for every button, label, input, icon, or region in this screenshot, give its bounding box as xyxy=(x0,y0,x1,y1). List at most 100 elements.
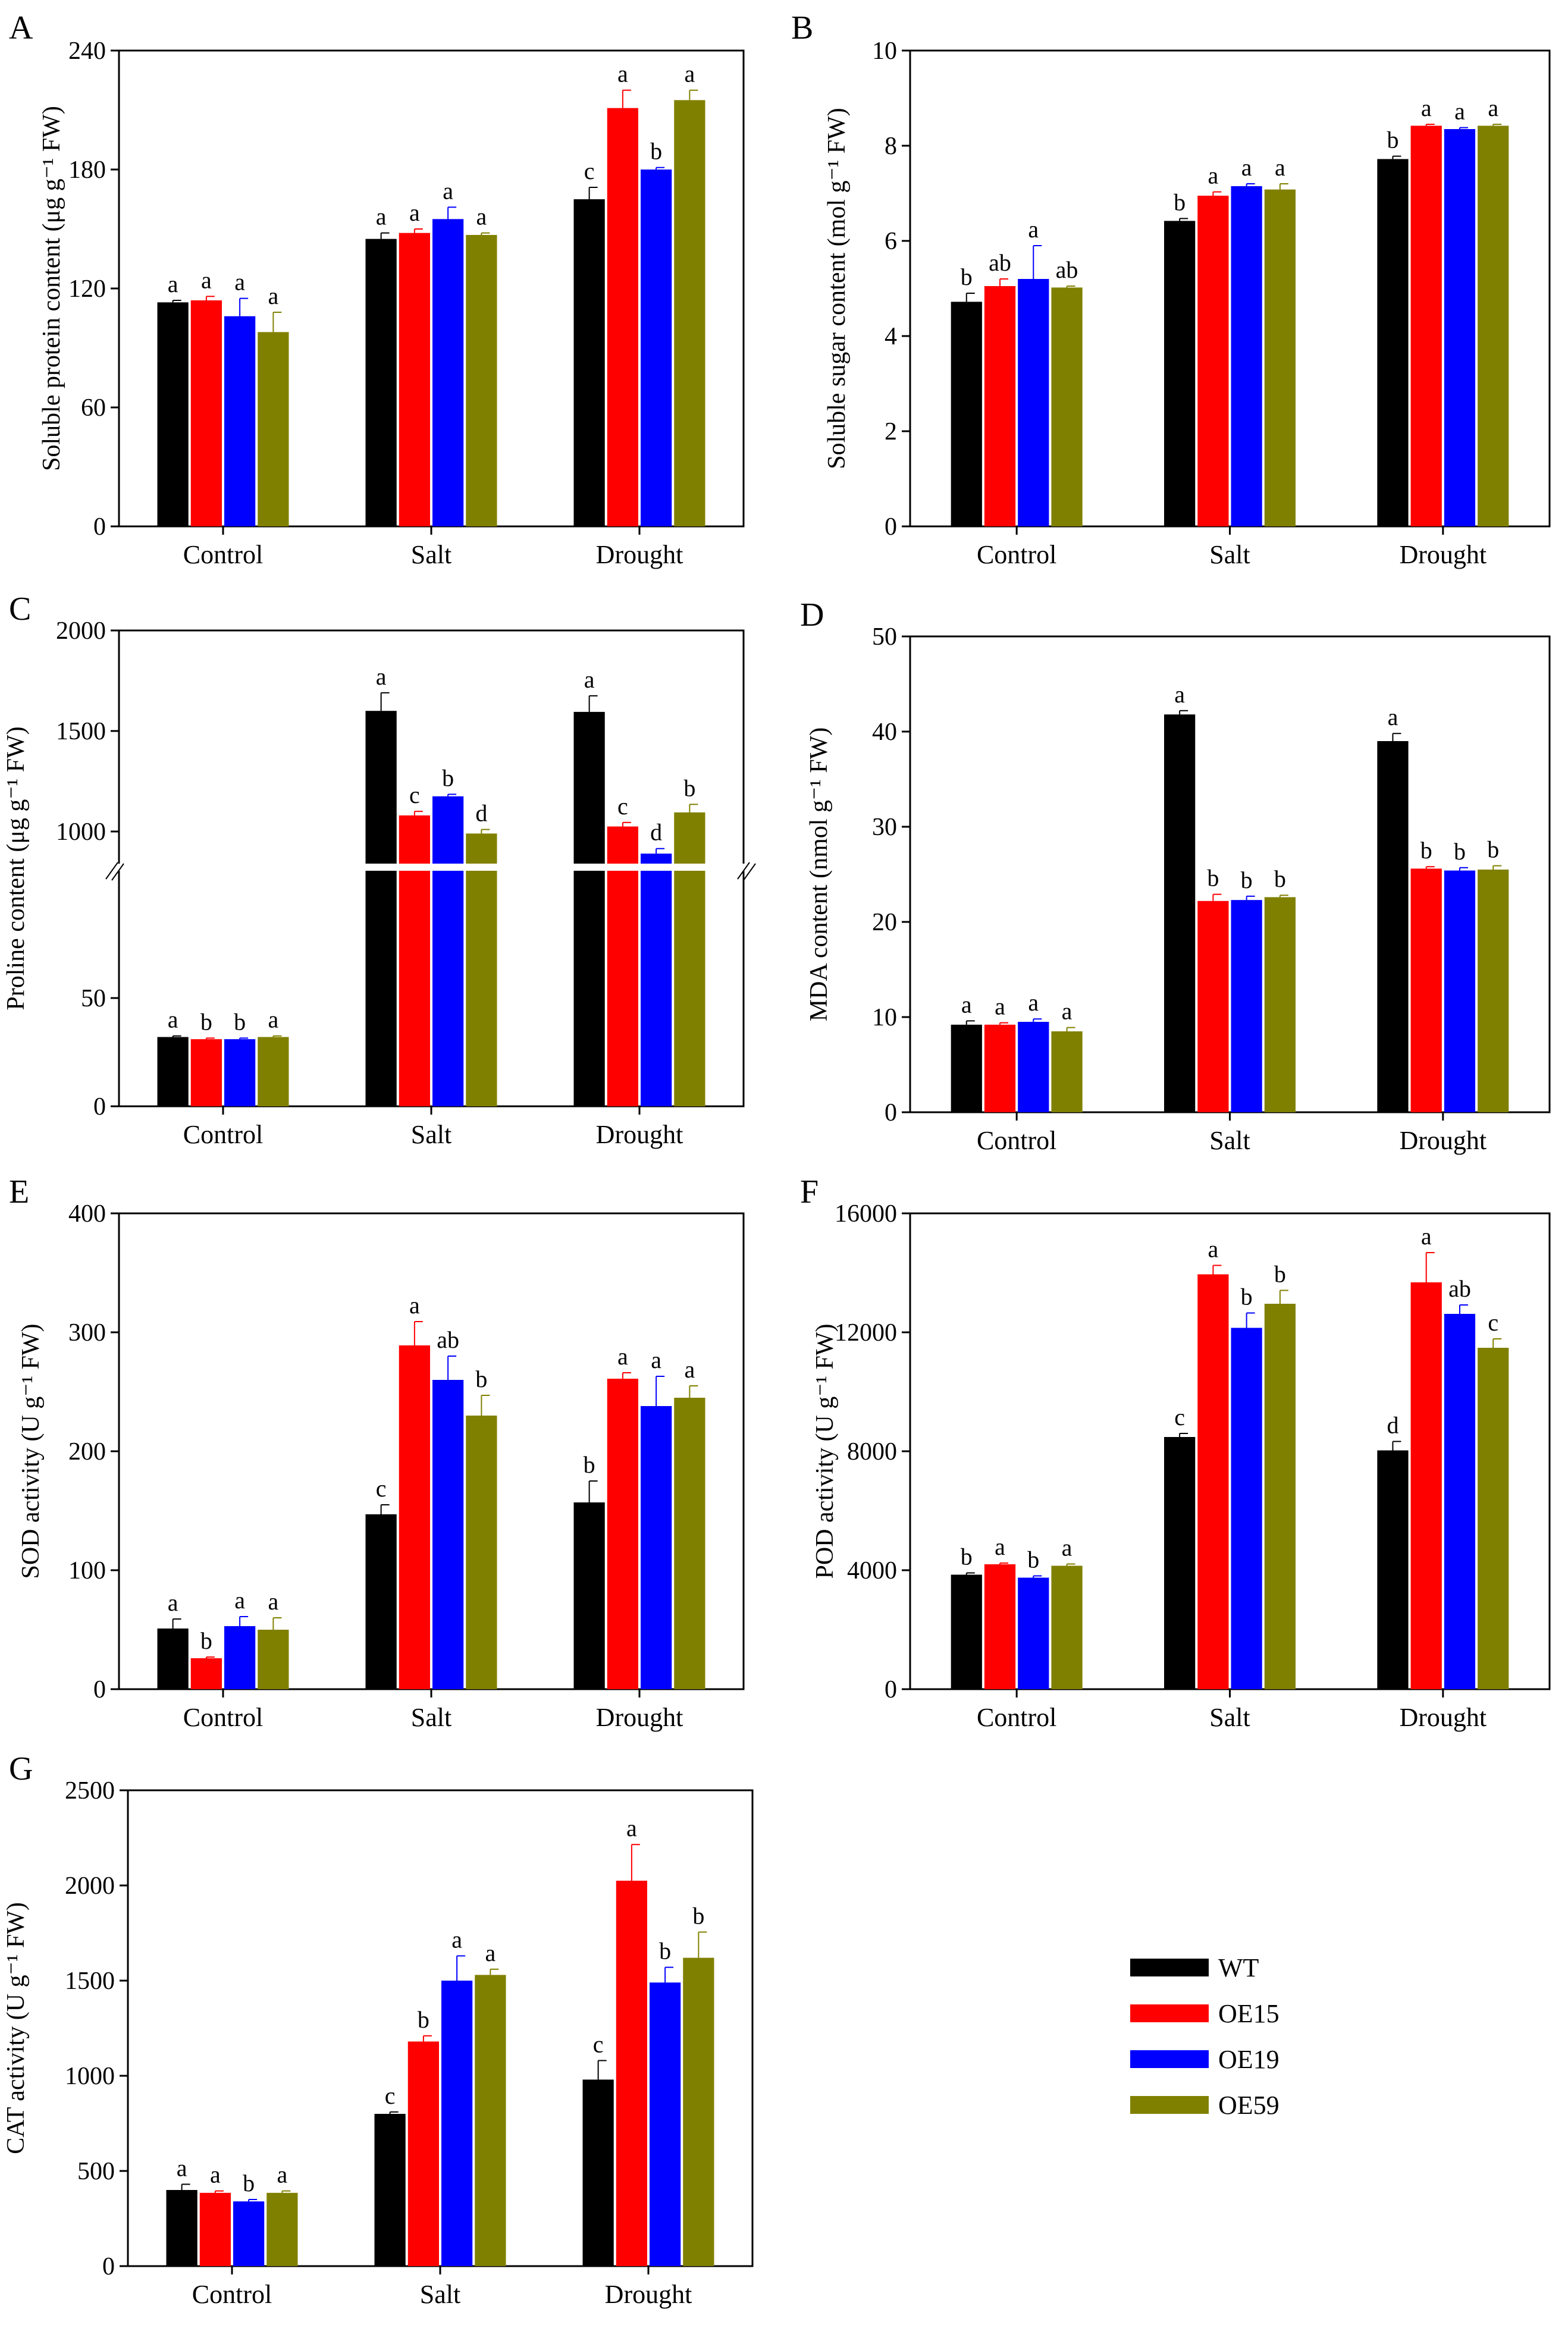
legend-label: OE15 xyxy=(1218,1999,1280,2028)
category-label: Control xyxy=(183,540,263,569)
category-label: Control xyxy=(183,1120,263,1149)
significance-label: a xyxy=(1421,1223,1432,1250)
significance-label: b xyxy=(234,1008,246,1035)
panel-b: B 0 2 4 6 8 10 Soluble sugar content (mol g⁻¹ F… xyxy=(791,10,1551,569)
significance-label: a xyxy=(168,271,178,297)
bar xyxy=(1018,279,1049,526)
bar xyxy=(399,815,430,1106)
significance-label: a xyxy=(210,2161,221,2188)
bar xyxy=(951,1024,982,1112)
y-tick-label: 300 xyxy=(68,1319,106,1347)
legend-label: WT xyxy=(1218,1953,1259,1982)
category-label: Salt xyxy=(411,1703,451,1732)
bar xyxy=(399,1345,430,1689)
significance-label: d xyxy=(650,819,662,846)
significance-label: a xyxy=(376,203,387,230)
bar xyxy=(258,332,289,526)
bar xyxy=(1410,868,1442,1112)
y-tick-label: 0 xyxy=(885,1676,897,1703)
bar xyxy=(951,1574,982,1689)
bar xyxy=(607,1379,638,1689)
significance-label: a xyxy=(168,1589,178,1616)
bar xyxy=(1478,125,1509,526)
significance-label: d xyxy=(475,800,487,827)
significance-label: c xyxy=(376,1475,387,1502)
significance-label: c xyxy=(593,2031,604,2057)
significance-label: b xyxy=(1174,189,1186,215)
significance-label: c xyxy=(584,158,595,184)
bar xyxy=(1231,1328,1262,1689)
bar xyxy=(432,219,464,526)
significance-label: a xyxy=(1062,998,1072,1025)
significance-label: a xyxy=(684,1356,695,1383)
significance-label: a xyxy=(1241,154,1252,181)
y-tick-label: 0 xyxy=(885,1099,897,1127)
bar xyxy=(190,1039,222,1106)
bar xyxy=(674,1398,705,1689)
significance-label: a xyxy=(617,61,628,87)
bar xyxy=(365,1514,397,1689)
bar xyxy=(1018,1577,1049,1689)
axis-break-mark xyxy=(105,862,118,880)
panel-letter: B xyxy=(791,10,813,46)
y-tick-label: 2500 xyxy=(65,1777,115,1805)
significance-label: b xyxy=(200,1008,212,1035)
bar xyxy=(1197,1274,1229,1689)
significance-label: a xyxy=(476,203,487,230)
significance-label: ab xyxy=(437,1326,459,1353)
category-label: Drought xyxy=(596,540,683,569)
significance-label: a xyxy=(1454,98,1465,125)
significance-label: b xyxy=(683,774,695,801)
bar xyxy=(258,1037,289,1106)
significance-label: c xyxy=(409,782,420,808)
significance-label: b xyxy=(1487,836,1499,863)
bar xyxy=(432,796,464,1106)
y-tick-label: 40 xyxy=(872,718,897,746)
significance-label: a xyxy=(376,663,387,690)
y-tick-label: 12000 xyxy=(835,1319,897,1347)
category-label: Drought xyxy=(596,1703,683,1732)
significance-label: b xyxy=(1027,1546,1039,1573)
category-label: Salt xyxy=(1209,1703,1250,1732)
significance-label: a xyxy=(684,61,695,87)
y-tick-label: 8 xyxy=(885,133,897,160)
y-tick-label: 2 xyxy=(885,418,897,445)
y-tick-label: 1000 xyxy=(65,2063,115,2090)
bar xyxy=(641,854,672,1106)
y-tick-label: 6 xyxy=(885,228,897,255)
bar xyxy=(616,1881,647,2266)
category-label: Salt xyxy=(420,2280,460,2309)
panel-g: G 0 500 1000 1500 2000 2500 CAT activity (U g⁻¹… xyxy=(2,1750,754,2309)
significance-label: a xyxy=(234,1587,245,1614)
y-tick-label: 10 xyxy=(872,37,897,65)
bar xyxy=(674,812,705,1106)
panel-letter: D xyxy=(800,597,824,633)
significance-label: b xyxy=(442,764,454,791)
significance-label: ab xyxy=(989,249,1011,276)
bar xyxy=(1377,1450,1409,1689)
bar xyxy=(607,108,638,526)
category-label: Salt xyxy=(1209,1126,1250,1155)
y-tick-label: 2000 xyxy=(56,617,106,645)
significance-label: b xyxy=(475,1366,487,1392)
significance-label: b xyxy=(1387,127,1398,153)
bar xyxy=(984,1024,1016,1112)
significance-label: b xyxy=(692,1902,704,1929)
bar xyxy=(1197,196,1229,526)
bar xyxy=(441,1981,473,2266)
bar xyxy=(1478,1348,1509,1689)
category-label: Salt xyxy=(411,1120,451,1149)
y-tick-label: 100 xyxy=(68,1557,106,1584)
significance-label: a xyxy=(626,1815,637,1841)
significance-label: ab xyxy=(1056,256,1078,283)
significance-label: a xyxy=(451,1926,462,1953)
significance-label: a xyxy=(1488,95,1498,121)
bar xyxy=(1264,897,1296,1112)
panel-d: D 0 10 20 30 40 50 MDA content (nmol g⁻¹ FW) Con… xyxy=(800,597,1551,1155)
significance-label: a xyxy=(995,1533,1005,1560)
bar xyxy=(199,2192,231,2266)
significance-label: b xyxy=(1454,838,1466,865)
y-tick-label: 60 xyxy=(81,394,106,422)
bar xyxy=(1264,1304,1296,1689)
legend-swatch xyxy=(1130,1959,1209,1976)
